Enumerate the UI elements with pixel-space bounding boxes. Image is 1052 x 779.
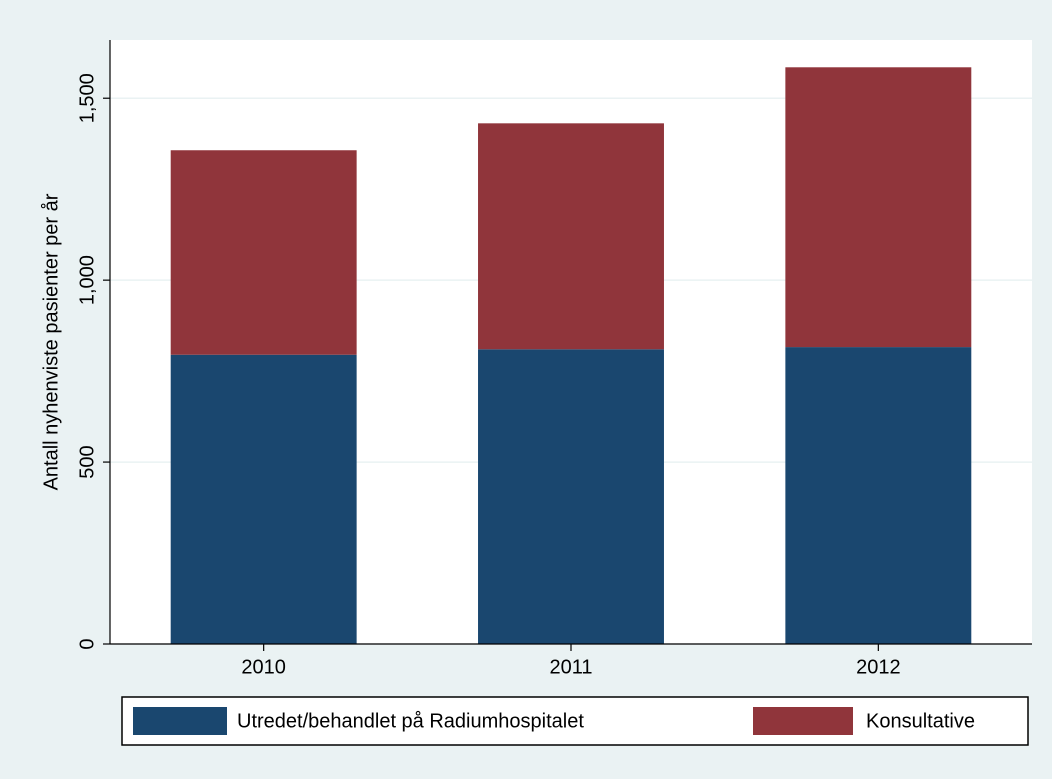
y-tick-label: 0 bbox=[76, 638, 98, 649]
y-tick-label: 1,500 bbox=[76, 73, 98, 123]
y-axis-label: Antall nyhenviste pasienter per år bbox=[40, 193, 62, 490]
bar-segment bbox=[170, 150, 357, 355]
legend-swatch bbox=[133, 707, 227, 735]
legend-label: Konsultative bbox=[866, 710, 975, 732]
bar-segment bbox=[478, 349, 664, 644]
y-tick-label: 1,000 bbox=[76, 255, 98, 305]
bar-segment bbox=[785, 347, 972, 644]
bar-segment bbox=[478, 123, 664, 350]
x-tick-label: 2012 bbox=[856, 656, 901, 678]
bar-segment bbox=[785, 67, 972, 348]
legend-swatch bbox=[753, 707, 853, 735]
legend bbox=[121, 696, 1029, 746]
bar-segment bbox=[170, 354, 357, 644]
legend-label: Utredet/behandlet på Radiumhospitalet bbox=[237, 710, 584, 732]
y-tick-label: 500 bbox=[76, 445, 98, 478]
x-tick-label: 2010 bbox=[241, 656, 286, 678]
x-tick-label: 2011 bbox=[549, 656, 592, 678]
